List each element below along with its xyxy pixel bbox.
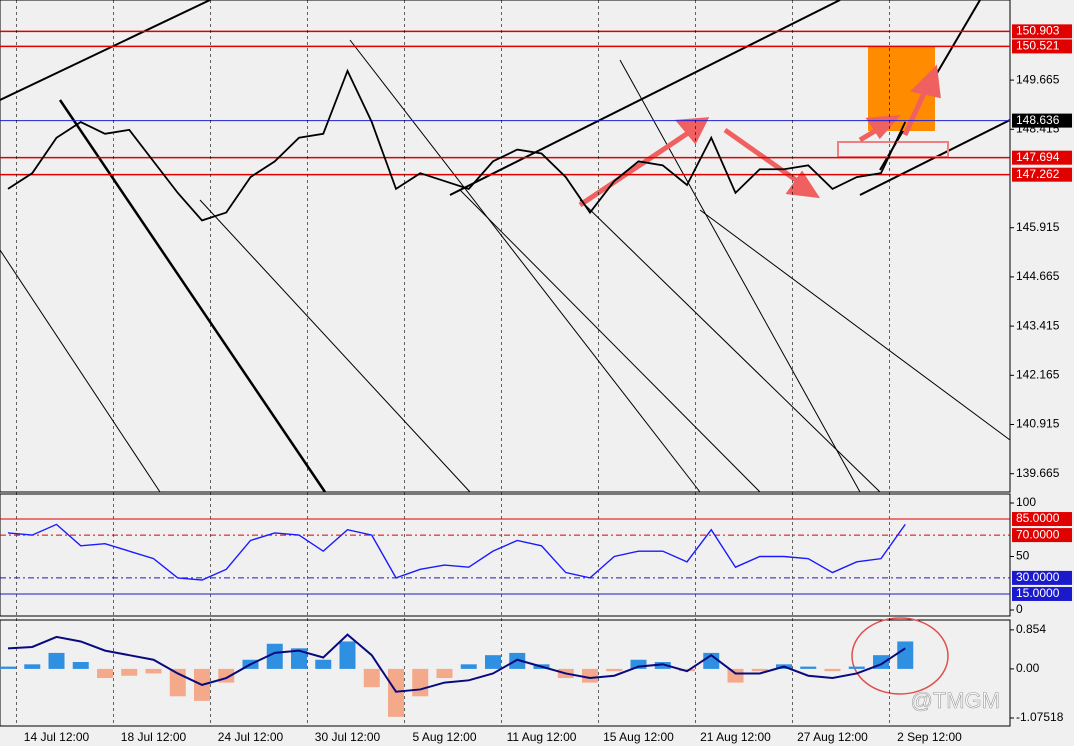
histogram-bar [460,664,477,669]
level-label: 148.636 [1016,113,1060,127]
y-tick-label: 149.665 [1016,72,1060,86]
level-label: 147.694 [1016,150,1060,164]
y-tick-label: 143.415 [1016,318,1060,332]
level-label: 85.0000 [1016,511,1060,525]
y-tick-label: 0 [1016,602,1023,616]
histogram-bar [824,668,841,672]
y-tick-label: 144.665 [1016,269,1060,283]
y-tick-label: 100 [1016,495,1036,509]
y-tick-label: 142.165 [1016,367,1060,381]
histogram-bar [388,668,404,717]
oscillator-panel [0,493,1011,617]
y-tick-label: 50 [1016,549,1030,563]
y-tick-label: 140.915 [1016,417,1060,431]
histogram-bar [145,668,162,674]
watermark: @TMGM [910,688,1000,713]
level-label-box [1012,113,1072,128]
y-tick-label: 0.00 [1016,661,1040,675]
x-tick-label: 15 Aug 12:00 [603,730,674,744]
y-tick-label: 145.915 [1016,220,1060,234]
histogram-bar [654,662,671,669]
macd-panel [0,619,1011,727]
arrows [578,64,941,208]
level-label: 70.0000 [1016,527,1060,541]
level-label: 15.0000 [1016,586,1060,600]
level-label: 150.903 [1016,24,1060,38]
x-tick-label: 11 Aug 12:00 [507,730,577,744]
highlight-circle [851,617,949,695]
x-tick-label: 18 Jul 12:00 [121,730,187,744]
x-tick-label: 5 Aug 12:00 [412,730,476,744]
histogram-bar [339,641,356,669]
histogram-bar [751,668,768,672]
level-label-box [1012,528,1072,543]
histogram-bar [315,659,332,669]
histogram-bar [606,668,623,672]
histogram-bar [897,641,914,669]
histogram-bar [97,668,113,679]
level-label: 150.521 [1016,39,1060,53]
histogram-bar [24,664,41,669]
histogram-bar [363,668,380,688]
histogram-bar [485,655,501,669]
y-tick-label: 0.854 [1016,622,1046,636]
level-label: 30.0000 [1016,570,1060,584]
level-label-box [1012,39,1072,54]
macd-line [7,633,906,693]
level-label-box [1012,512,1072,527]
histogram-bar [121,668,138,676]
level-label-box [1012,150,1072,165]
x-tick-label: 21 Aug 12:00 [700,730,771,744]
trend-lines [0,0,1011,493]
histogram-bar [727,668,744,683]
histogram-bar [266,643,283,669]
histogram-bar [848,666,865,669]
y-tick-label: 139.665 [1016,466,1060,480]
x-tick-label: 14 Jul 12:00 [24,730,90,744]
x-tick-label: 27 Aug 12:00 [797,730,868,744]
level-label-box [1012,24,1072,39]
x-tick-label: 30 Jul 12:00 [315,730,381,744]
price-panel [0,0,1011,493]
histogram-bar [72,662,89,669]
price-line [7,523,906,581]
histogram-bar [630,659,647,669]
histogram-bar [800,666,817,669]
level-label-box [1012,570,1072,585]
histogram-bar [412,668,429,697]
histogram-bar [0,666,16,669]
level-label-box [1012,586,1072,601]
price-line [7,68,907,222]
histogram-bar [48,652,65,669]
level-label-box [1012,167,1072,182]
histogram-bar [291,648,307,669]
x-tick-label: 24 Jul 12:00 [218,730,284,744]
histogram-bar [582,668,598,683]
y-tick-label: -1.07518 [1016,710,1064,724]
x-tick-label: 2 Sep 12:00 [897,730,962,744]
histogram-bar [436,668,453,679]
level-label: 147.262 [1016,167,1060,181]
